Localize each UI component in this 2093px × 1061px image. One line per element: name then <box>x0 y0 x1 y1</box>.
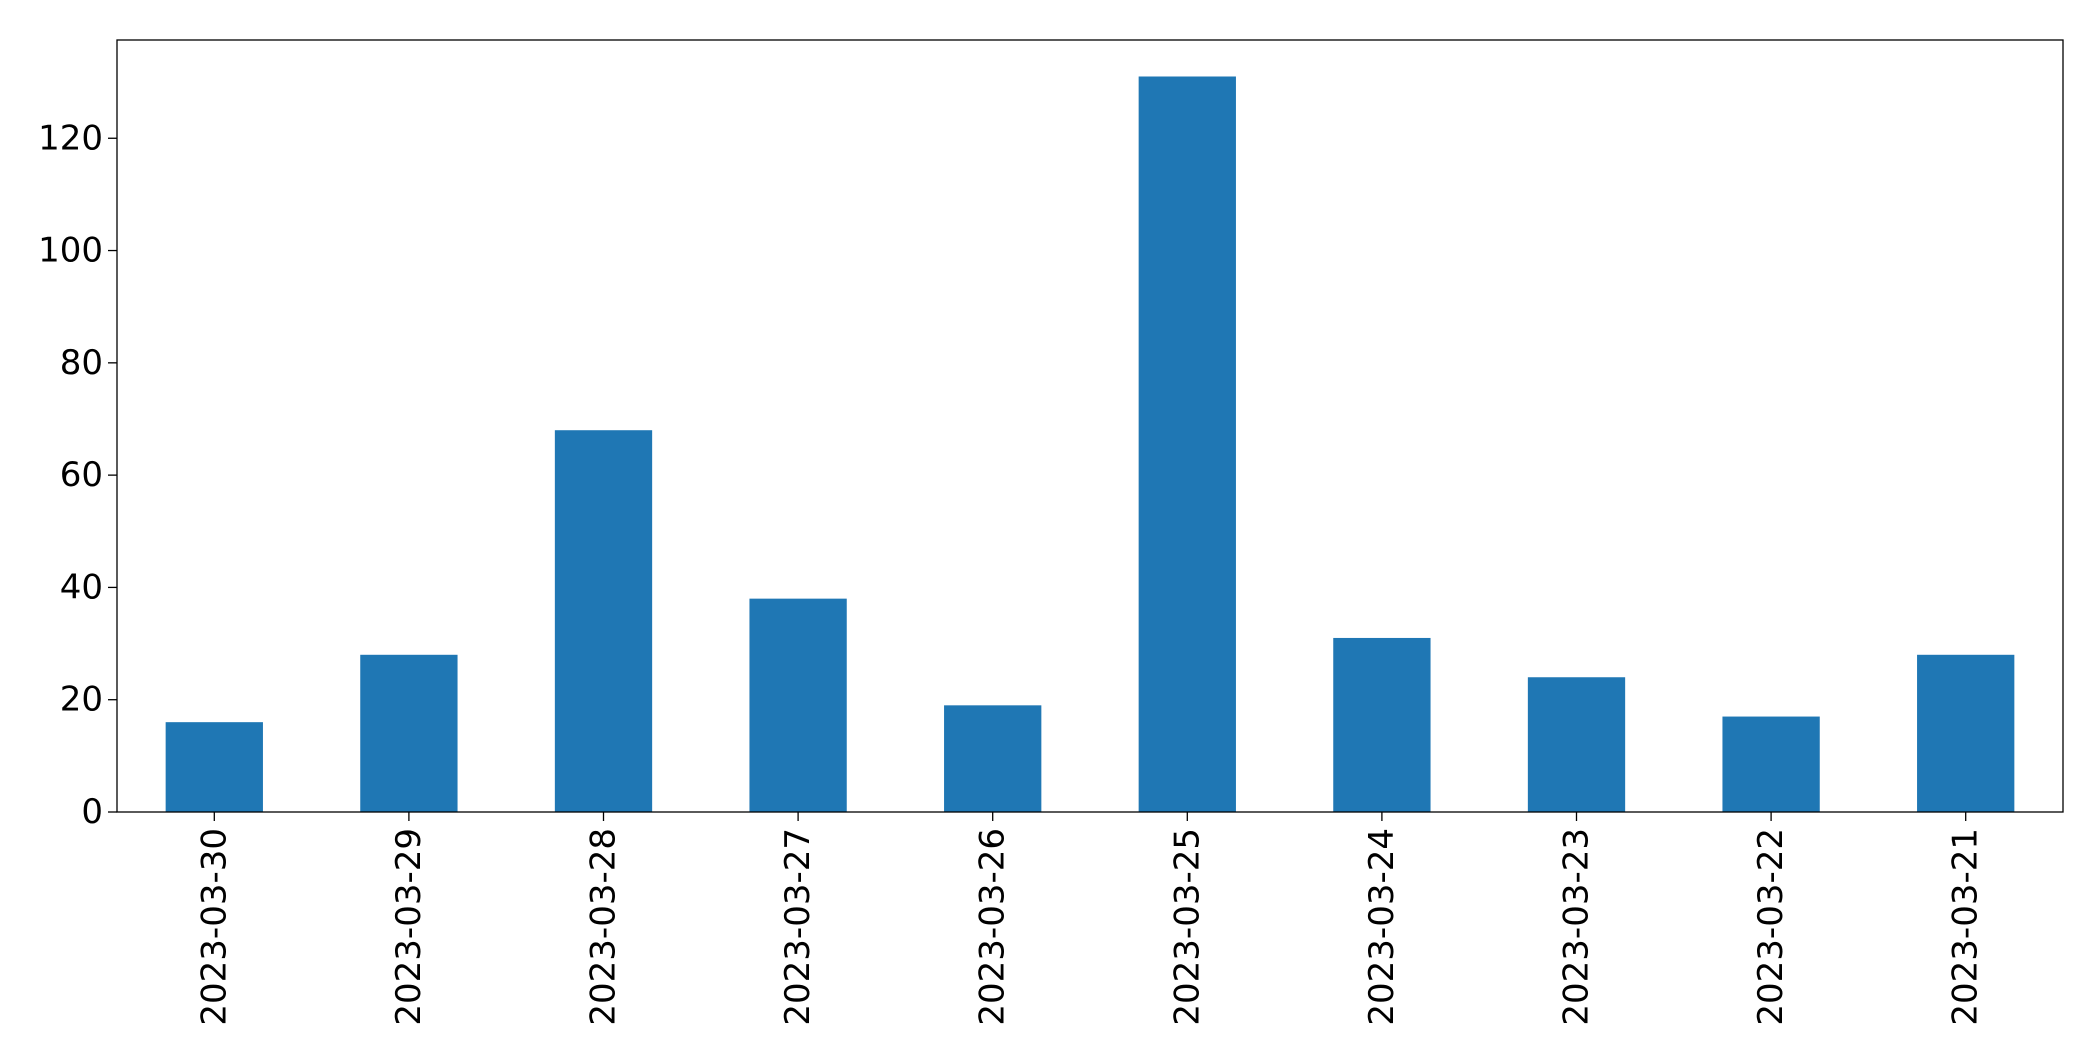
x-tick-label: 2023-03-27 <box>778 828 818 1026</box>
bar-2023-03-24 <box>1333 637 1431 812</box>
x-tick-label: 2023-03-24 <box>1362 828 1402 1026</box>
y-tick-label: 80 <box>60 343 103 383</box>
x-tick-label: 2023-03-23 <box>1557 828 1597 1026</box>
bar-2023-03-30 <box>165 722 263 812</box>
bar-2023-03-28 <box>554 430 653 812</box>
bar-2023-03-22 <box>1722 716 1820 812</box>
y-tick-label: 20 <box>60 680 103 720</box>
x-tick-label: 2023-03-29 <box>389 828 429 1026</box>
x-tick-label: 2023-03-28 <box>584 828 624 1026</box>
y-axis: 0 20 40 60 80 100 120 <box>38 118 117 832</box>
bar-2023-03-29 <box>360 654 458 812</box>
x-axis: 2023-03-30 2023-03-29 2023-03-28 2023-03-27… <box>194 812 1986 1026</box>
bar-2023-03-27 <box>749 598 847 812</box>
bar-2023-03-25 <box>1138 76 1236 812</box>
x-tick-label: 2023-03-22 <box>1751 828 1791 1026</box>
x-tick-label: 2023-03-21 <box>1946 828 1986 1026</box>
y-tick-label: 120 <box>38 118 103 158</box>
bars-group <box>165 76 2015 812</box>
bar-2023-03-23 <box>1527 677 1626 812</box>
bar-2023-03-21 <box>1917 654 2015 812</box>
plot-frame <box>116 39 2064 813</box>
y-tick-label: 60 <box>60 455 103 495</box>
x-tick-label: 2023-03-25 <box>1167 828 1207 1026</box>
bar-2023-03-26 <box>944 705 1042 812</box>
y-tick-label: 100 <box>38 231 103 271</box>
x-tick-label: 2023-03-26 <box>973 828 1013 1026</box>
y-tick-label: 40 <box>60 567 103 607</box>
y-tick-label: 0 <box>81 792 103 832</box>
x-tick-label: 2023-03-30 <box>194 828 234 1026</box>
